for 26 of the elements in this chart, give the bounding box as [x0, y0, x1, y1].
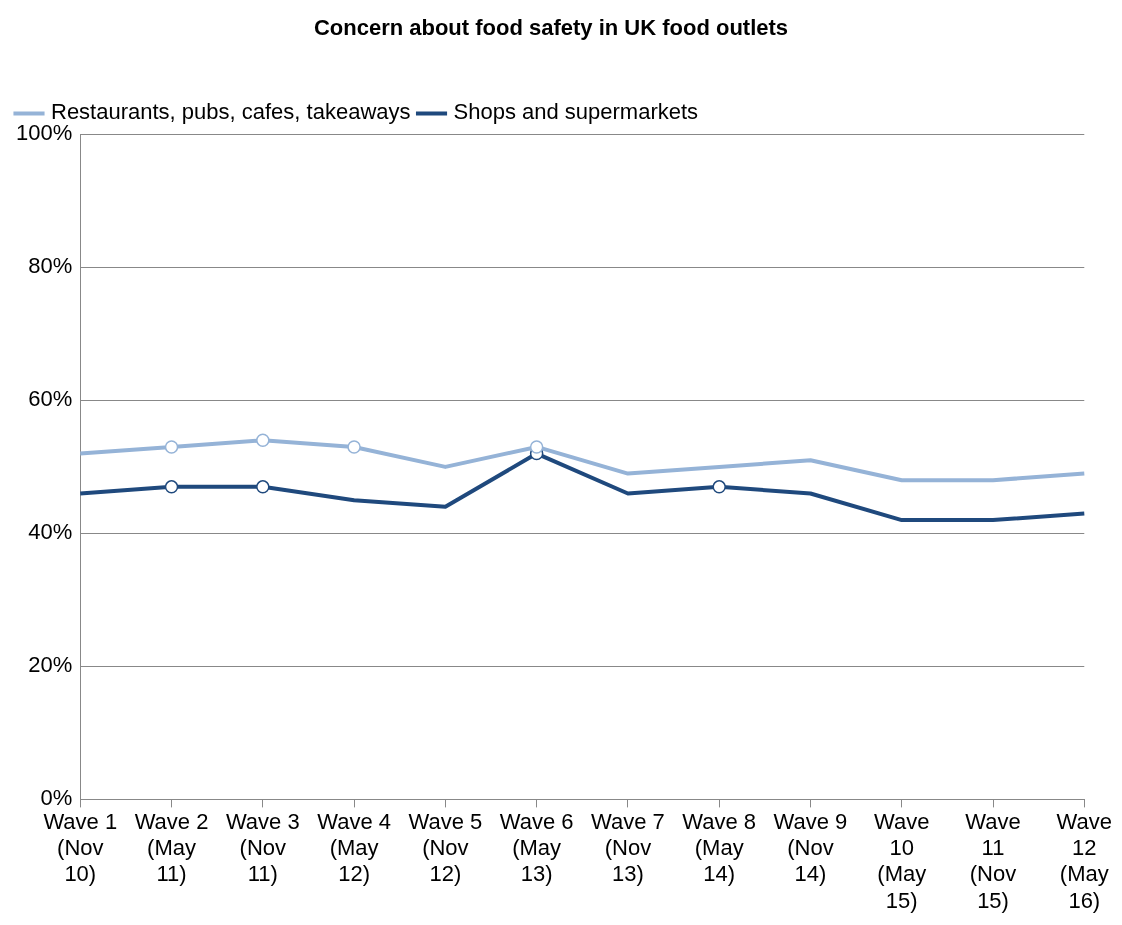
point	[712, 480, 726, 494]
x-tick-label: Wave 9 (Nov 14)	[773, 808, 848, 887]
x-tick-label: Wave 10 (May 15)	[874, 808, 930, 913]
y-tick-label: 80%	[28, 253, 73, 279]
point	[256, 480, 270, 494]
x-tick-label: Wave 6 (May 13)	[499, 808, 574, 887]
y-tick-label: 40%	[28, 519, 73, 545]
x-tick-label: Wave 7 (Nov 13)	[591, 808, 665, 887]
point	[347, 440, 361, 454]
y-tick-label: 60%	[28, 386, 73, 412]
x-tick-label: Wave 5 (Nov 12)	[408, 808, 483, 887]
x-tick-label: Wave 11 (Nov 15)	[965, 808, 1021, 913]
legend-label: Shops and supermarkets	[453, 99, 699, 125]
point	[164, 480, 179, 494]
point	[529, 440, 544, 454]
x-tick-label: Wave 8 (May 14)	[682, 808, 757, 887]
chart-title: Concern about food safety in UK food outlets	[313, 15, 789, 41]
x-tick-label: Wave 12 (May 16)	[1056, 808, 1112, 913]
point	[256, 433, 270, 448]
y-tick-label: 0%	[40, 785, 73, 811]
x-tick-label: Wave 3 (Nov 11)	[225, 808, 300, 887]
x-tick-label: Wave 1 (Nov 10)	[43, 808, 118, 887]
point	[164, 440, 179, 454]
y-tick-label: 20%	[28, 652, 73, 678]
x-tick-label: Wave 2 (May 11)	[134, 808, 209, 887]
x-tick-label: Wave 4 (May 12)	[317, 808, 391, 887]
